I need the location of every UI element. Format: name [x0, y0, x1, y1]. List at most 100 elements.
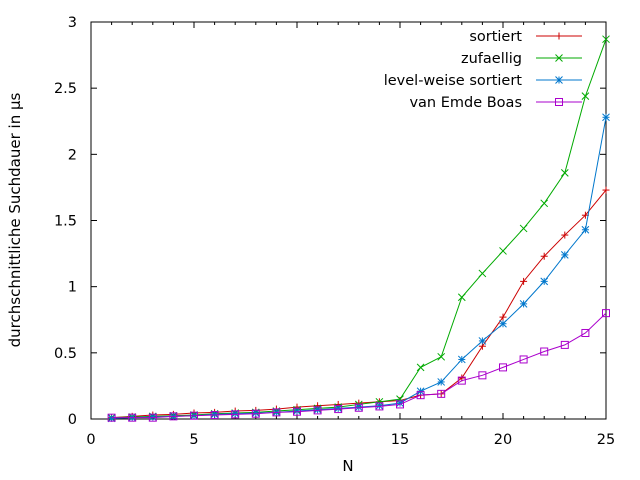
marker-stroke — [602, 113, 610, 122]
marker-stroke — [478, 269, 487, 278]
series-line — [111, 189, 607, 419]
data-point — [251, 409, 260, 418]
marker-stroke — [210, 410, 219, 419]
marker-square — [581, 328, 590, 337]
data-point — [375, 402, 384, 411]
series-0 — [108, 186, 610, 422]
marker-square — [499, 363, 507, 372]
data-point — [478, 337, 487, 345]
data-point — [457, 293, 466, 302]
data-point — [210, 411, 219, 420]
x-tick-label: 5 — [189, 432, 198, 448]
x-tick-label: 0 — [86, 432, 95, 448]
marker-square — [231, 410, 240, 419]
x-axis-label: N — [342, 457, 353, 475]
data-point — [396, 400, 404, 409]
marker-stroke — [560, 251, 569, 259]
data-point — [602, 186, 610, 194]
marker-stroke — [334, 404, 343, 413]
data-point — [540, 347, 549, 356]
data-point — [313, 405, 322, 414]
marker-square — [457, 376, 466, 385]
data-point — [334, 405, 343, 414]
marker-stroke — [148, 413, 157, 421]
marker-square — [334, 405, 343, 414]
data-point — [313, 406, 322, 415]
series-line — [111, 39, 607, 419]
marker-stroke — [499, 319, 507, 328]
marker-stroke — [251, 409, 260, 417]
marker-stroke — [354, 403, 363, 411]
marker-square — [107, 413, 116, 422]
data-point — [354, 403, 363, 412]
data-point — [602, 35, 610, 44]
data-point — [555, 54, 563, 62]
data-point — [107, 414, 116, 423]
marker-stroke — [437, 378, 446, 386]
series-3 — [107, 309, 610, 422]
y-tick-label: 1 — [68, 280, 77, 296]
data-point — [272, 408, 281, 417]
data-point — [499, 247, 507, 255]
series-line — [111, 312, 607, 419]
data-point — [560, 251, 569, 259]
marker-stroke — [437, 352, 446, 361]
data-point — [540, 199, 549, 208]
marker-square — [313, 406, 322, 415]
data-point — [107, 413, 116, 422]
data-point — [581, 328, 590, 337]
data-point — [437, 378, 446, 386]
y-tick-label: 0.5 — [54, 346, 77, 362]
y-tick-label: 1.5 — [54, 214, 77, 230]
data-point — [519, 224, 528, 233]
x-tick-label: 20 — [494, 432, 512, 448]
marker-stroke — [555, 76, 563, 84]
data-point — [519, 300, 528, 308]
marker-square — [478, 371, 487, 380]
data-point — [555, 98, 563, 106]
x-tick-label: 15 — [391, 432, 409, 448]
y-tick-label: 2.5 — [54, 81, 77, 97]
data-point — [210, 410, 219, 419]
marker-square — [437, 389, 446, 398]
data-point — [499, 319, 507, 328]
marker-square — [210, 411, 219, 420]
marker-stroke — [416, 363, 425, 372]
marker-stroke — [499, 247, 507, 255]
plot-frame — [90, 21, 607, 420]
marker-square — [602, 309, 610, 318]
marker-stroke — [555, 54, 563, 62]
data-point — [602, 309, 610, 318]
marker-stroke — [560, 169, 569, 177]
marker-stroke — [540, 199, 549, 208]
data-point — [602, 113, 610, 122]
data-point — [581, 92, 590, 100]
data-point — [457, 376, 466, 385]
marker-stroke — [519, 224, 528, 233]
legend-label: sortiert — [469, 29, 522, 45]
data-point — [519, 355, 528, 364]
data-point — [169, 412, 178, 421]
legend: sortiert zufaellig level-weise sortiert van… — [384, 29, 582, 111]
y-axis-label: durchschnittliche Suchdauer in µs — [6, 92, 24, 347]
marker-stroke — [231, 409, 240, 418]
marker-square — [128, 413, 137, 422]
marker-stroke — [293, 407, 301, 415]
marker-square — [540, 347, 549, 356]
marker-stroke — [478, 337, 487, 345]
x-axis: 0 5 10 15 20 25 — [86, 22, 615, 448]
data-point — [128, 413, 137, 422]
series-2 — [107, 113, 610, 423]
y-axis: 0 0.5 1 1.5 2 2.5 3 — [54, 15, 606, 428]
y-tick-label: 0 — [68, 412, 77, 428]
legend-label: van Emde Boas — [409, 95, 522, 111]
data-point — [581, 225, 590, 234]
data-point — [457, 355, 466, 364]
marker-stroke — [375, 401, 384, 410]
marker-square — [375, 402, 384, 411]
data-point — [478, 269, 487, 278]
marker-stroke — [107, 414, 116, 423]
marker-square — [169, 412, 178, 421]
marker-square — [251, 409, 260, 418]
marker-square — [555, 98, 563, 106]
